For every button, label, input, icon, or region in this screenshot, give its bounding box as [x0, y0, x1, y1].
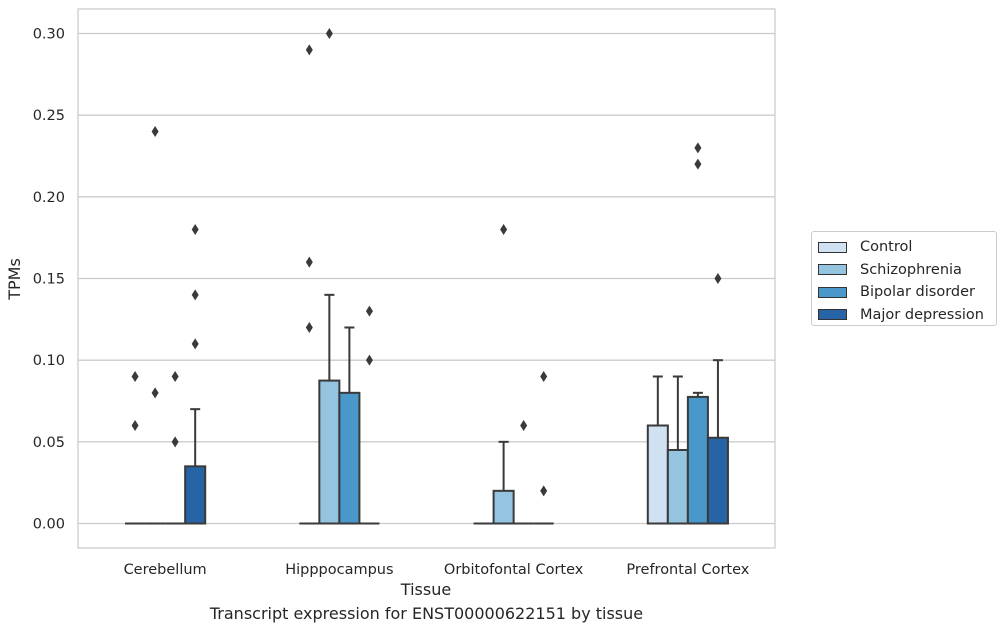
- legend-item: Major depression: [818, 304, 996, 327]
- box-schizophrenia: [145, 126, 166, 525]
- outlier-point: [694, 142, 702, 154]
- legend-item: Schizophrenia: [818, 259, 996, 282]
- outlier-point: [520, 420, 528, 431]
- x-axis-label: Tissue: [400, 580, 451, 599]
- x-tick-label: Prefrontal Cortex: [626, 562, 749, 578]
- outlier-point: [151, 387, 159, 399]
- box-major-depression: [706, 273, 729, 525]
- legend-item: Control: [818, 236, 996, 259]
- y-tick-labels: 0.00 0.05 0.10 0.15 0.20 0.25 0.30: [33, 27, 65, 533]
- legend-swatch: [818, 309, 847, 321]
- outlier-point: [191, 224, 199, 235]
- outlier-point: [305, 322, 313, 333]
- box-body: [338, 391, 361, 525]
- legend-item: Bipolar disorder: [818, 281, 996, 304]
- box-control: [299, 44, 320, 525]
- box-plot-layer: [125, 28, 729, 525]
- box-bipolar-disorder: [165, 371, 186, 525]
- y-tick-label: 0.00: [33, 517, 65, 533]
- x-tick-label: Orbitofontal Cortex: [444, 562, 584, 578]
- box-major-depression: [359, 305, 380, 525]
- outlier-point: [305, 44, 313, 56]
- y-tick-label: 0.10: [33, 353, 65, 369]
- box-body: [686, 395, 709, 525]
- outlier-point: [305, 256, 313, 268]
- y-tick-label: 0.25: [33, 108, 65, 124]
- outlier-point: [714, 273, 722, 284]
- outlier-point: [171, 436, 179, 448]
- box-bipolar-disorder: [513, 420, 534, 525]
- x-tick-label: Hipppocampus: [285, 562, 393, 578]
- box-body: [492, 489, 515, 525]
- figure-caption: Transcript expression for ENST0000062215…: [209, 604, 644, 623]
- outlier-point: [191, 289, 199, 301]
- outlier-point: [171, 371, 179, 382]
- outlier-point: [131, 420, 139, 431]
- y-axis-label: TPMs: [5, 258, 24, 301]
- outlier-point: [191, 338, 199, 350]
- legend-swatch: [818, 286, 847, 298]
- box-bipolar-disorder: [686, 142, 709, 525]
- box-body: [318, 379, 341, 525]
- legend-label: Bipolar disorder: [860, 284, 975, 301]
- outlier-point: [694, 158, 702, 170]
- y-tick-label: 0.15: [33, 272, 65, 288]
- plot-frame: [77, 8, 776, 549]
- legend-swatch: [818, 241, 847, 253]
- box-body: [706, 436, 729, 525]
- x-tick-label: Cerebellum: [124, 562, 207, 578]
- outlier-point: [151, 126, 159, 137]
- box-bipolar-disorder: [338, 326, 361, 525]
- box-major-depression: [184, 224, 207, 525]
- box-major-depression: [533, 371, 554, 525]
- x-tick-labels: Cerebellum Hipppocampus Orbitofontal Corte…: [124, 562, 750, 578]
- box-schizophrenia: [492, 224, 515, 525]
- y-tick-label: 0.20: [33, 190, 65, 206]
- legend-label: Schizophrenia: [860, 261, 962, 278]
- legend-label: Major depression: [860, 306, 984, 323]
- outlier-point: [131, 371, 139, 382]
- grid-lines: [78, 32, 775, 525]
- box-body: [184, 465, 207, 525]
- box-control: [125, 371, 146, 525]
- legend: Control Schizophrenia Bipolar disorder Majo…: [811, 231, 997, 326]
- y-tick-label: 0.05: [33, 435, 65, 451]
- box-schizophrenia: [666, 375, 689, 525]
- legend-swatch: [818, 264, 847, 276]
- box-body: [666, 449, 689, 525]
- outlier-point: [365, 354, 373, 366]
- outlier-point: [540, 371, 548, 382]
- box-control: [646, 375, 669, 525]
- outlier-point: [325, 28, 333, 39]
- y-tick-label: 0.30: [33, 27, 65, 43]
- box-schizophrenia: [318, 28, 341, 525]
- outlier-point: [365, 305, 373, 317]
- legend-label: Control: [860, 239, 913, 256]
- outlier-point: [540, 485, 548, 497]
- box-body: [646, 424, 669, 525]
- outlier-point: [500, 224, 508, 235]
